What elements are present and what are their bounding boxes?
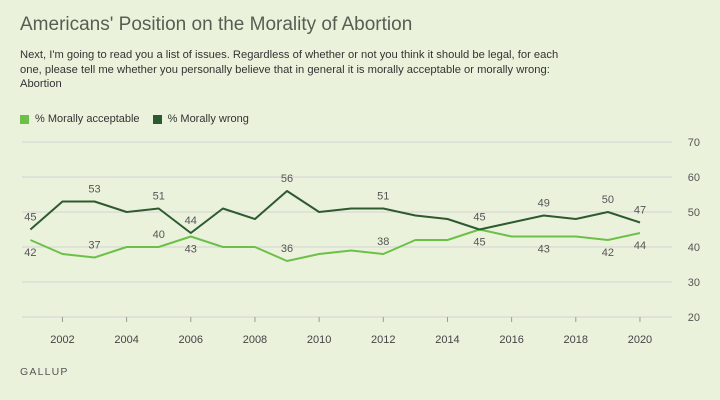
legend-item-acceptable: % Morally acceptable [20,113,140,125]
y-tick-label-50: 50 [688,207,700,219]
data-label-acceptable-2019: 42 [602,247,614,259]
x-tick-label-2012: 2012 [371,334,395,346]
data-label-wrong-2003: 53 [88,184,100,196]
data-label-acceptable-2009: 36 [281,243,293,255]
y-tick-label-40: 40 [688,242,700,254]
x-tick-label-2002: 2002 [50,334,74,346]
data-label-wrong-2005: 51 [153,191,165,203]
x-tick-label-2020: 2020 [628,334,652,346]
data-label-wrong-2017: 49 [538,198,550,210]
data-label-wrong-2020: 47 [634,205,646,217]
x-tick-label-2018: 2018 [564,334,588,346]
data-label-acceptable-2006: 43 [185,244,197,256]
legend-label-wrong: % Morally wrong [167,113,249,125]
chart-legend: % Morally acceptable % Morally wrong [20,113,249,125]
y-tick-label-70: 70 [688,137,700,149]
y-tick-label-60: 60 [688,172,700,184]
data-label-acceptable-2020: 44 [634,240,646,252]
y-tick-label-20: 20 [688,312,700,324]
data-label-acceptable-2001: 42 [24,247,36,259]
x-tick-label-2006: 2006 [179,334,203,346]
chart-title: Americans' Position on the Morality of A… [20,14,413,35]
data-label-acceptable-2017: 43 [538,244,550,256]
data-label-wrong-2012: 51 [377,191,389,203]
x-tick-label-2014: 2014 [435,334,459,346]
data-label-acceptable-2003: 37 [88,240,100,252]
x-tick-label-2004: 2004 [114,334,138,346]
data-label-acceptable-2005: 40 [153,229,165,241]
legend-label-acceptable: % Morally acceptable [35,113,140,125]
legend-swatch-acceptable [20,114,29,124]
legend-swatch-wrong [152,114,162,124]
y-tick-label-30: 30 [688,277,700,289]
x-tick-label-2010: 2010 [307,334,331,346]
data-label-wrong-2001: 45 [24,212,36,224]
data-label-acceptable-2012: 38 [377,236,389,248]
chart-subtitle: Next, I'm going to read you a list of is… [20,49,559,90]
x-tick-label-2016: 2016 [499,334,523,346]
data-label-wrong-2006: 44 [185,215,197,227]
data-label-wrong-2009: 56 [281,173,293,185]
series-line-wrong [29,190,641,234]
series-line-acceptable [30,228,641,262]
data-label-wrong-2015: 45 [473,212,485,224]
legend-item-wrong: % Morally wrong [152,113,249,125]
x-tick-label-2008: 2008 [243,334,267,346]
data-label-wrong-2019: 50 [602,194,614,206]
data-label-acceptable-2015: 45 [473,237,485,249]
source-label: GALLUP [20,366,69,378]
